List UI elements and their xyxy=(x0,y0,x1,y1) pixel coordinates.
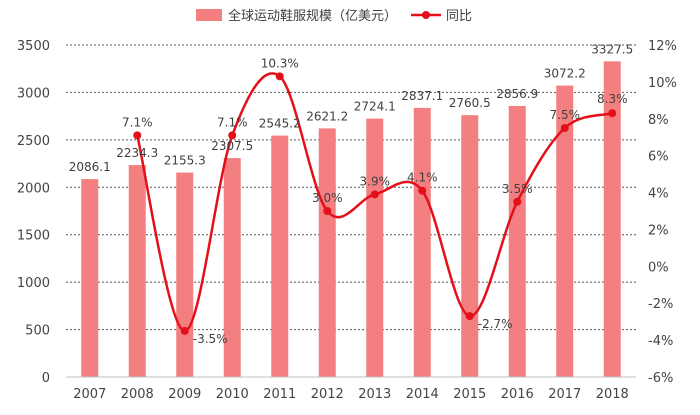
bar xyxy=(508,106,526,378)
yoy-point xyxy=(418,186,427,195)
y-left-tick-label: 1000 xyxy=(17,276,50,291)
bar xyxy=(81,179,99,377)
legend: 全球运动鞋服规模（亿美元） 同比 xyxy=(196,8,472,24)
x-tick-label: 2010 xyxy=(216,387,249,402)
y-right-tick-label: 10% xyxy=(648,76,677,91)
yoy-value-label: -2.7% xyxy=(478,317,513,331)
yoy-value-label: 7.1% xyxy=(217,115,248,129)
bar xyxy=(128,165,146,377)
bar xyxy=(318,128,336,377)
yoy-value-label: 3.5% xyxy=(502,182,533,196)
legend-swatch-marker xyxy=(422,11,430,19)
bar xyxy=(223,158,241,377)
x-tick-label: 2007 xyxy=(73,387,106,402)
yoy-value-label: 10.3% xyxy=(261,56,299,70)
bar-value-label: 2856.9 xyxy=(496,87,538,101)
x-tick-label: 2015 xyxy=(453,387,486,402)
bar xyxy=(271,135,289,377)
y-left-tick-label: 3500 xyxy=(17,39,50,54)
bar-value-label: 3072.2 xyxy=(544,67,586,81)
bar xyxy=(413,107,431,377)
yoy-value-label: 8.3% xyxy=(597,92,628,106)
x-tick-label: 2018 xyxy=(596,387,629,402)
yoy-point xyxy=(228,131,237,140)
bar xyxy=(176,172,194,377)
x-tick-label: 2008 xyxy=(121,387,154,402)
y-right-tick-label: -6% xyxy=(648,371,673,386)
legend-label-line: 同比 xyxy=(446,9,472,24)
y-right-tick-label: -2% xyxy=(648,297,673,312)
yoy-line-series xyxy=(133,72,617,335)
yoy-value-label: 4.1% xyxy=(407,171,438,185)
yoy-value-label: -3.5% xyxy=(193,332,228,346)
yoy-point xyxy=(133,131,142,140)
yoy-point xyxy=(323,207,332,215)
bar xyxy=(556,85,574,377)
yoy-value-label: 7.5% xyxy=(550,108,581,122)
y-right-tick-label: 12% xyxy=(648,39,677,54)
gridlines xyxy=(66,44,636,331)
yoy-value-label: 3.9% xyxy=(360,174,391,188)
bar-value-label: 2234.3 xyxy=(116,146,158,160)
yoy-point xyxy=(370,190,379,199)
y-right-tick-label: -4% xyxy=(648,334,673,349)
yoy-point xyxy=(465,312,474,321)
bar-value-label: 2760.5 xyxy=(449,96,491,110)
x-tick-label: 2014 xyxy=(406,387,439,402)
legend-label-bars: 全球运动鞋服规模（亿美元） xyxy=(228,8,397,24)
y-left-tick-label: 500 xyxy=(25,324,50,339)
y-left-tick-label: 0 xyxy=(42,371,50,386)
bars xyxy=(81,61,621,378)
yoy-point xyxy=(513,197,522,206)
y-right-tick-label: 4% xyxy=(648,187,669,202)
y-right-tick-label: 2% xyxy=(648,223,669,238)
x-tick-label: 2017 xyxy=(548,387,581,402)
legend-swatch-bars xyxy=(196,9,222,21)
x-tick-label: 2013 xyxy=(358,387,391,402)
bar-value-label: 2086.1 xyxy=(69,160,111,174)
bar xyxy=(461,115,479,378)
bar-value-label: 2307.5 xyxy=(211,139,253,153)
x-tick-label: 2011 xyxy=(263,387,296,402)
x-tick-label: 2009 xyxy=(168,387,201,402)
bar-value-label: 2724.1 xyxy=(354,100,396,114)
data-labels: 2086.1 2234.3 2155.3 2307.5 2545.2 2621.2 2724… xyxy=(69,42,634,346)
x-tick-label: 2012 xyxy=(311,387,344,402)
y-right-tick-label: 6% xyxy=(648,150,669,165)
y-left-tick-label: 1500 xyxy=(17,229,50,244)
bar-value-label: 2621.2 xyxy=(306,109,348,123)
x-tick-label: 2016 xyxy=(501,387,534,402)
bar-value-label: 2155.3 xyxy=(164,154,206,168)
bar xyxy=(366,118,384,377)
bar-value-label: 2545.2 xyxy=(259,117,301,131)
bar xyxy=(603,61,621,378)
y-right-tick-label: 8% xyxy=(648,113,669,128)
yoy-point xyxy=(275,72,284,81)
yoy-point xyxy=(560,124,569,132)
bar-value-label: 2837.1 xyxy=(401,89,443,103)
y-left-tick-label: 3000 xyxy=(17,86,50,101)
y-left-tick-label: 2000 xyxy=(17,181,50,196)
yoy-value-label: 3.0% xyxy=(312,191,343,205)
yoy-value-label: 7.1% xyxy=(122,115,153,129)
y-left-tick-label: 2500 xyxy=(17,134,50,149)
axes: 0 500 1000 1500 2000 2500 3000 3500 -6% -4% -2% 0% 2… xyxy=(17,39,677,402)
y-right-tick-label: 0% xyxy=(648,260,669,275)
yoy-point xyxy=(180,326,189,335)
bar-value-label: 3327.5 xyxy=(591,42,633,56)
yoy-point xyxy=(608,109,617,118)
